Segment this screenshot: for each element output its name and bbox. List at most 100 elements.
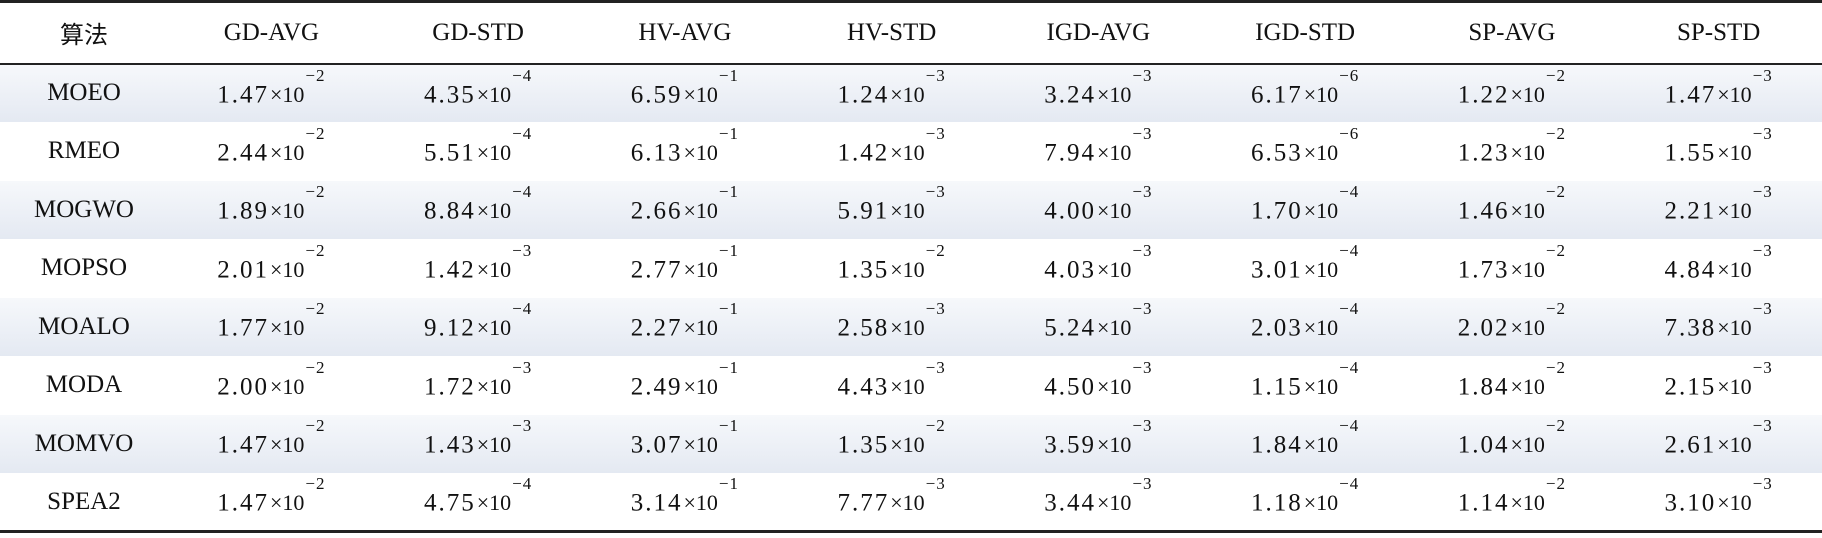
metric-value-cell: 6.17×10−6 xyxy=(1201,63,1409,122)
times-ten: ×10 xyxy=(1717,256,1752,282)
mantissa: 4.00 xyxy=(1044,197,1096,225)
times-ten: ×10 xyxy=(890,373,925,399)
header-hv-avg: HV-AVG xyxy=(638,18,732,46)
mantissa: 1.18 xyxy=(1250,489,1303,517)
table-body: MOEO 1.47×10−2 4.35×10−4 6.59×10−1 1.24×10−3… xyxy=(0,63,1822,532)
metric-value-cell: 5.91×10−3 xyxy=(788,180,995,239)
exponent: −3 xyxy=(512,240,533,260)
exponent: −2 xyxy=(305,357,326,377)
exponent: −2 xyxy=(925,416,946,436)
times-ten: ×10 xyxy=(1717,315,1752,341)
mantissa: 8.84 xyxy=(423,197,476,225)
algorithm-name-cell: MOMVO xyxy=(0,414,168,473)
times-ten: ×10 xyxy=(1303,315,1339,341)
metric-value-cell: 1.23×10−2 xyxy=(1408,122,1616,181)
exponent: −3 xyxy=(1752,416,1773,436)
exponent: −2 xyxy=(305,240,326,260)
times-ten: ×10 xyxy=(1510,315,1545,341)
exponent: −1 xyxy=(718,357,739,377)
times-ten: ×10 xyxy=(890,81,925,107)
metric-value-cell: 1.24×10−3 xyxy=(788,63,995,122)
metric-value-cell: 2.77×10−1 xyxy=(581,239,789,298)
mantissa: 7.94 xyxy=(1044,138,1096,166)
exponent: −3 xyxy=(512,357,533,377)
times-ten: ×10 xyxy=(476,373,512,399)
mantissa: 3.44 xyxy=(1044,489,1096,517)
times-ten: ×10 xyxy=(683,373,718,399)
times-ten: ×10 xyxy=(1717,81,1752,107)
times-ten: ×10 xyxy=(269,373,305,399)
times-ten: ×10 xyxy=(1096,490,1132,516)
exponent: −3 xyxy=(1752,240,1773,260)
exponent: −4 xyxy=(512,299,533,319)
exponent: −4 xyxy=(512,473,533,493)
exponent: −2 xyxy=(1545,473,1566,493)
times-ten: ×10 xyxy=(683,315,718,341)
table-header: 算法 GD-AVG GD-STD HV-AVG HV-STD IGD-AVG I… xyxy=(0,1,1822,64)
mantissa: 1.47 xyxy=(217,431,269,459)
exponent: −2 xyxy=(305,182,326,202)
metric-value-cell: 6.59×10−1 xyxy=(581,63,789,122)
header-algorithm: 算法 xyxy=(60,21,108,50)
metric-value-cell: 2.02×10−2 xyxy=(1408,297,1616,356)
mantissa: 1.43 xyxy=(423,431,476,459)
times-ten: ×10 xyxy=(1510,490,1545,516)
mantissa: 1.47 xyxy=(217,489,269,517)
times-ten: ×10 xyxy=(890,256,925,282)
metric-value-cell: 2.61×10−3 xyxy=(1615,414,1822,473)
exponent: −4 xyxy=(1339,299,1360,319)
metric-value-cell: 4.35×10−4 xyxy=(374,63,582,122)
times-ten: ×10 xyxy=(269,81,305,107)
times-ten: ×10 xyxy=(269,256,305,282)
table-row: MODA 2.00×10−2 1.72×10−3 2.49×10−1 4.43×10−3… xyxy=(0,356,1822,415)
metric-value-cell: 2.03×10−4 xyxy=(1201,297,1409,356)
exponent: −2 xyxy=(1545,240,1566,260)
exponent: −3 xyxy=(1132,123,1153,143)
mantissa: 1.24 xyxy=(837,80,890,108)
metric-value-cell: 1.04×10−2 xyxy=(1408,414,1616,473)
times-ten: ×10 xyxy=(476,198,512,224)
exponent: −4 xyxy=(1339,473,1360,493)
mantissa: 2.49 xyxy=(630,372,683,400)
exponent: −3 xyxy=(512,416,533,436)
exponent: −1 xyxy=(718,473,739,493)
times-ten: ×10 xyxy=(1096,81,1132,107)
mantissa: 1.70 xyxy=(1250,197,1303,225)
times-ten: ×10 xyxy=(476,139,512,165)
metric-value-cell: 1.55×10−3 xyxy=(1615,122,1822,181)
exponent: −3 xyxy=(1752,473,1773,493)
header-igd-avg: IGD-AVG xyxy=(1046,18,1151,46)
mantissa: 1.35 xyxy=(837,255,890,283)
exponent: −3 xyxy=(925,65,946,85)
times-ten: ×10 xyxy=(1717,373,1752,399)
times-ten: ×10 xyxy=(1510,373,1545,399)
algorithm-name-cell: MOALO xyxy=(0,297,168,356)
mantissa: 2.00 xyxy=(217,372,269,400)
times-ten: ×10 xyxy=(1717,490,1752,516)
header-hv-std: HV-STD xyxy=(846,18,937,46)
metric-value-cell: 5.24×10−3 xyxy=(995,297,1202,356)
times-ten: ×10 xyxy=(476,256,512,282)
metric-value-cell: 6.13×10−1 xyxy=(581,122,789,181)
times-ten: ×10 xyxy=(476,81,512,107)
times-ten: ×10 xyxy=(1303,256,1339,282)
exponent: −2 xyxy=(1545,65,1566,85)
exponent: −3 xyxy=(1752,357,1773,377)
exponent: −2 xyxy=(305,65,326,85)
mantissa: 6.17 xyxy=(1250,80,1303,108)
metric-value-cell: 1.15×10−4 xyxy=(1201,356,1409,415)
mantissa: 1.42 xyxy=(423,255,476,283)
times-ten: ×10 xyxy=(1096,198,1132,224)
metric-value-cell: 7.77×10−3 xyxy=(788,473,995,532)
mantissa: 5.51 xyxy=(423,138,476,166)
exponent: −2 xyxy=(1545,357,1566,377)
exponent: −2 xyxy=(305,299,326,319)
exponent: −3 xyxy=(1752,123,1773,143)
times-ten: ×10 xyxy=(1717,432,1752,458)
exponent: −3 xyxy=(1132,357,1153,377)
metric-value-cell: 1.72×10−3 xyxy=(374,356,582,415)
metric-value-cell: 4.50×10−3 xyxy=(995,356,1202,415)
exponent: −3 xyxy=(925,473,946,493)
